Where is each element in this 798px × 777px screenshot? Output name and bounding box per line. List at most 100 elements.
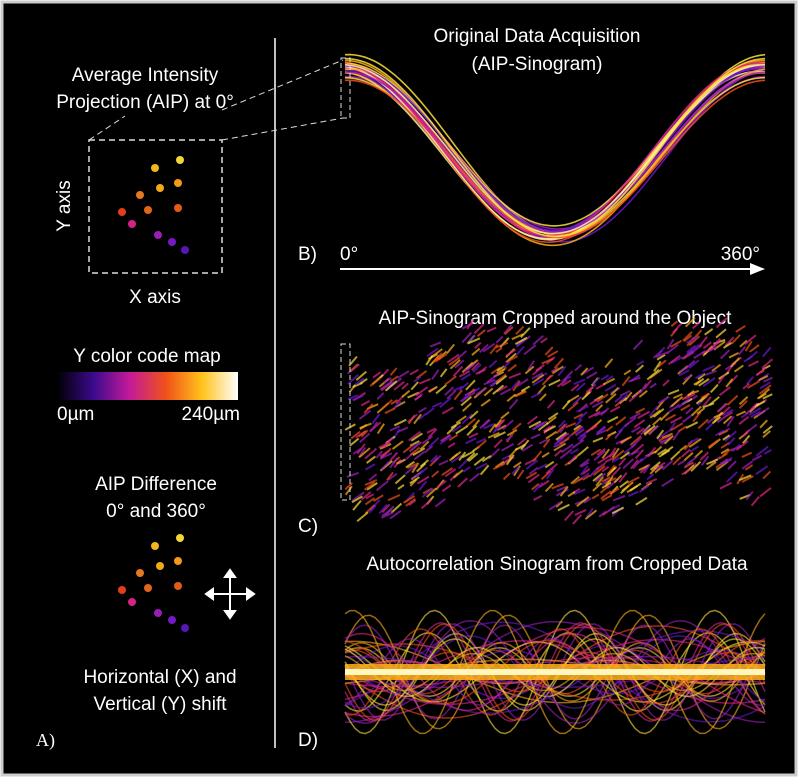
texture	[553, 357, 565, 369]
texture	[724, 430, 737, 442]
texture	[640, 426, 650, 436]
texture	[653, 360, 662, 372]
texture	[511, 333, 524, 341]
texture	[735, 440, 749, 451]
texture	[391, 440, 404, 450]
texture	[715, 328, 727, 339]
texture	[573, 413, 584, 420]
texture	[662, 379, 670, 387]
texture	[677, 397, 691, 409]
texture	[576, 496, 590, 507]
texture	[144, 584, 152, 592]
texture	[557, 503, 570, 512]
texture	[508, 398, 519, 410]
texture	[600, 490, 612, 500]
texture	[591, 376, 601, 386]
texture	[596, 448, 606, 456]
texture	[344, 628, 766, 716]
texture	[432, 455, 442, 464]
texture	[176, 534, 184, 542]
texture	[402, 443, 415, 454]
texture	[573, 488, 586, 496]
texture	[687, 437, 699, 445]
texture	[585, 424, 598, 434]
texture	[630, 426, 641, 434]
texture	[469, 472, 480, 483]
texture	[756, 400, 766, 407]
texture	[394, 474, 406, 485]
texture	[360, 399, 371, 407]
panel-title: AIP-Sinogram Cropped around the Object	[379, 308, 732, 329]
texture	[548, 501, 562, 511]
texture	[174, 557, 182, 565]
texture	[592, 436, 604, 443]
texture	[379, 450, 390, 458]
texture	[390, 399, 399, 405]
texture	[608, 504, 621, 512]
texture	[354, 377, 365, 386]
texture	[517, 378, 529, 387]
texture	[636, 360, 645, 366]
texture	[538, 393, 547, 402]
cropped-sinogram	[344, 316, 774, 525]
texture	[455, 425, 469, 435]
texture	[630, 436, 643, 448]
texture	[635, 407, 646, 414]
texture	[517, 437, 527, 446]
texture	[446, 389, 457, 400]
texture	[389, 451, 399, 462]
texture	[168, 616, 176, 624]
texture	[352, 448, 362, 455]
texture	[670, 339, 683, 348]
texture	[452, 385, 463, 392]
texture	[605, 393, 617, 404]
texture	[350, 430, 361, 440]
texture	[634, 449, 645, 460]
texture	[528, 466, 539, 475]
texture	[381, 508, 393, 517]
texture	[678, 369, 690, 377]
texture	[758, 384, 772, 395]
texture	[349, 437, 360, 447]
texture	[426, 427, 437, 434]
texture	[441, 467, 454, 477]
texture	[573, 378, 586, 385]
texture	[543, 425, 551, 433]
panel-label: C)	[298, 516, 318, 537]
shift-caption: Horizontal (X) and	[83, 667, 236, 688]
texture	[531, 372, 544, 380]
texture	[136, 191, 144, 199]
texture	[427, 428, 438, 439]
texture	[567, 490, 576, 498]
texture	[465, 417, 477, 428]
texture	[689, 445, 700, 453]
texture	[527, 473, 540, 484]
texture	[613, 474, 623, 484]
texture	[680, 404, 691, 412]
texture	[706, 458, 719, 466]
texture	[416, 475, 430, 485]
texture	[481, 454, 492, 463]
texture	[692, 411, 702, 423]
texture	[154, 231, 162, 239]
texture	[667, 389, 680, 396]
texture	[709, 383, 719, 394]
texture	[446, 353, 460, 364]
texture	[181, 624, 189, 632]
texture	[595, 404, 604, 413]
texture	[670, 320, 679, 327]
texture	[683, 351, 695, 360]
texture	[435, 384, 447, 395]
texture	[557, 419, 566, 429]
texture	[532, 450, 543, 462]
texture	[735, 410, 747, 417]
texture	[428, 437, 440, 448]
texture	[670, 416, 683, 424]
texture	[375, 480, 389, 492]
texture	[685, 359, 696, 369]
texture	[415, 386, 429, 397]
texture	[383, 438, 392, 448]
texture	[738, 395, 749, 406]
texture	[672, 430, 681, 441]
texture	[638, 389, 648, 398]
